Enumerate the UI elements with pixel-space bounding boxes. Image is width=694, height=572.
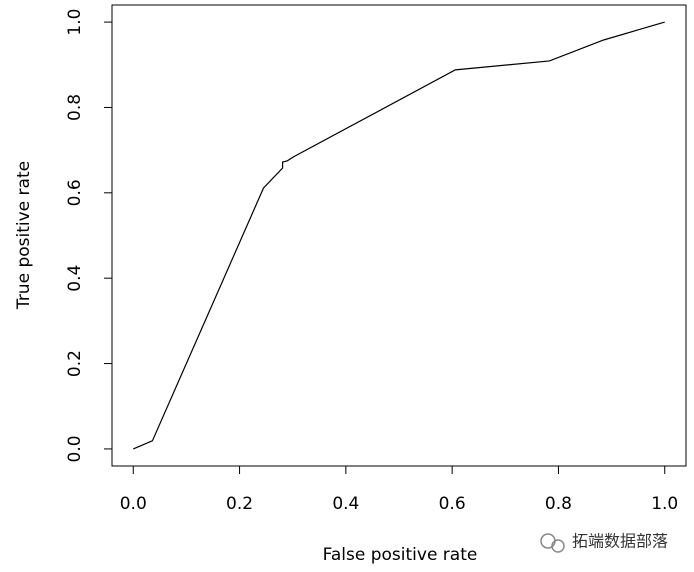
y-tick-label: 1.0 [65,9,85,36]
y-tick-label: 0.2 [65,350,85,377]
watermark: 拓端数据部落 [572,532,668,551]
roc-line [133,21,665,450]
x-tick-label: 0.0 [120,494,147,514]
y-axis-label: True positive rate [14,161,34,310]
x-tick-label: 0.6 [439,494,466,514]
x-tick-label: 0.2 [226,494,253,514]
watermark-icon [540,533,565,553]
y-tick-label: 0.6 [65,179,85,206]
y-tick-label: 0.4 [65,265,85,292]
x-axis-label: False positive rate [323,545,478,565]
y-tick-label: 0.0 [65,435,85,462]
x-tick-label: 0.8 [545,494,572,514]
plot-box [111,4,687,467]
x-tick-label: 0.4 [332,494,359,514]
x-tick-label: 1.0 [651,494,678,514]
y-tick-label: 0.8 [65,94,85,121]
